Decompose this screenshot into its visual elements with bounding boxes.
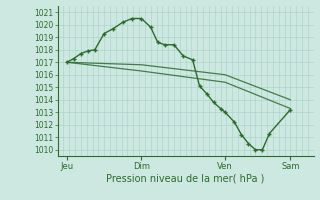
X-axis label: Pression niveau de la mer( hPa ): Pression niveau de la mer( hPa ) [107, 173, 265, 183]
